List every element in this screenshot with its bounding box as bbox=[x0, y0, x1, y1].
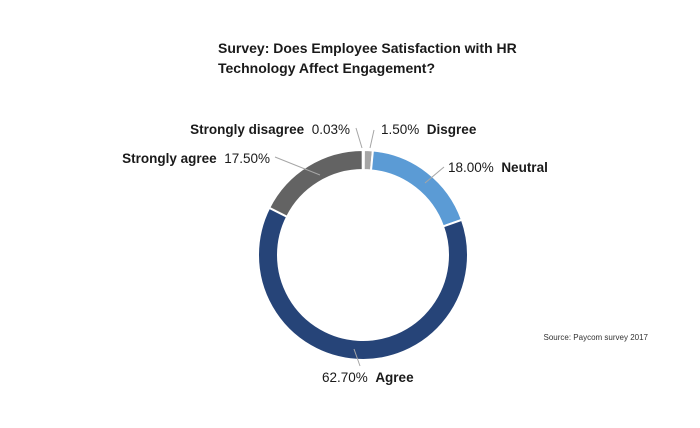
leader-line-neutral bbox=[424, 166, 445, 184]
source-note: Source: Paycom survey 2017 bbox=[543, 333, 649, 342]
slice-strongly-disagree bbox=[361, 148, 365, 172]
chart-title: Survey: Does Employee Satisfaction with … bbox=[218, 38, 548, 78]
leader-line-strongly-disagree bbox=[355, 127, 363, 149]
label-value-neutral: 18.00% bbox=[448, 160, 494, 175]
label-name-agree: Agree bbox=[375, 370, 414, 385]
data-label-agree: 62.70% Agree bbox=[322, 370, 414, 385]
chart-title-line-1: Survey: Does Employee Satisfaction with … bbox=[218, 40, 517, 56]
label-value-disgree: 1.50% bbox=[381, 122, 419, 137]
label-value-strongly-agree: 17.50% bbox=[224, 151, 270, 166]
data-label-neutral: 18.00% Neutral bbox=[448, 160, 548, 175]
slice-agree bbox=[257, 206, 469, 361]
label-name-strongly-agree: Strongly agree bbox=[122, 151, 217, 166]
chart-title-line-2: Technology Affect Engagement? bbox=[218, 60, 436, 76]
leader-line-agree bbox=[353, 348, 361, 367]
data-label-strongly-disagree: Strongly disagree 0.03% bbox=[190, 122, 350, 137]
label-value-strongly-disagree: 0.03% bbox=[312, 122, 350, 137]
label-name-disgree: Disgree bbox=[427, 122, 477, 137]
leader-line-disgree bbox=[369, 129, 375, 149]
label-name-neutral: Neutral bbox=[501, 160, 548, 175]
label-name-strongly-disagree: Strongly disagree bbox=[190, 122, 305, 137]
label-value-agree: 62.70% bbox=[322, 370, 368, 385]
data-label-disgree: 1.50% Disgree bbox=[381, 122, 477, 137]
leader-line-strongly-agree bbox=[274, 156, 321, 176]
data-label-strongly-agree: Strongly agree 17.50% bbox=[122, 151, 270, 166]
